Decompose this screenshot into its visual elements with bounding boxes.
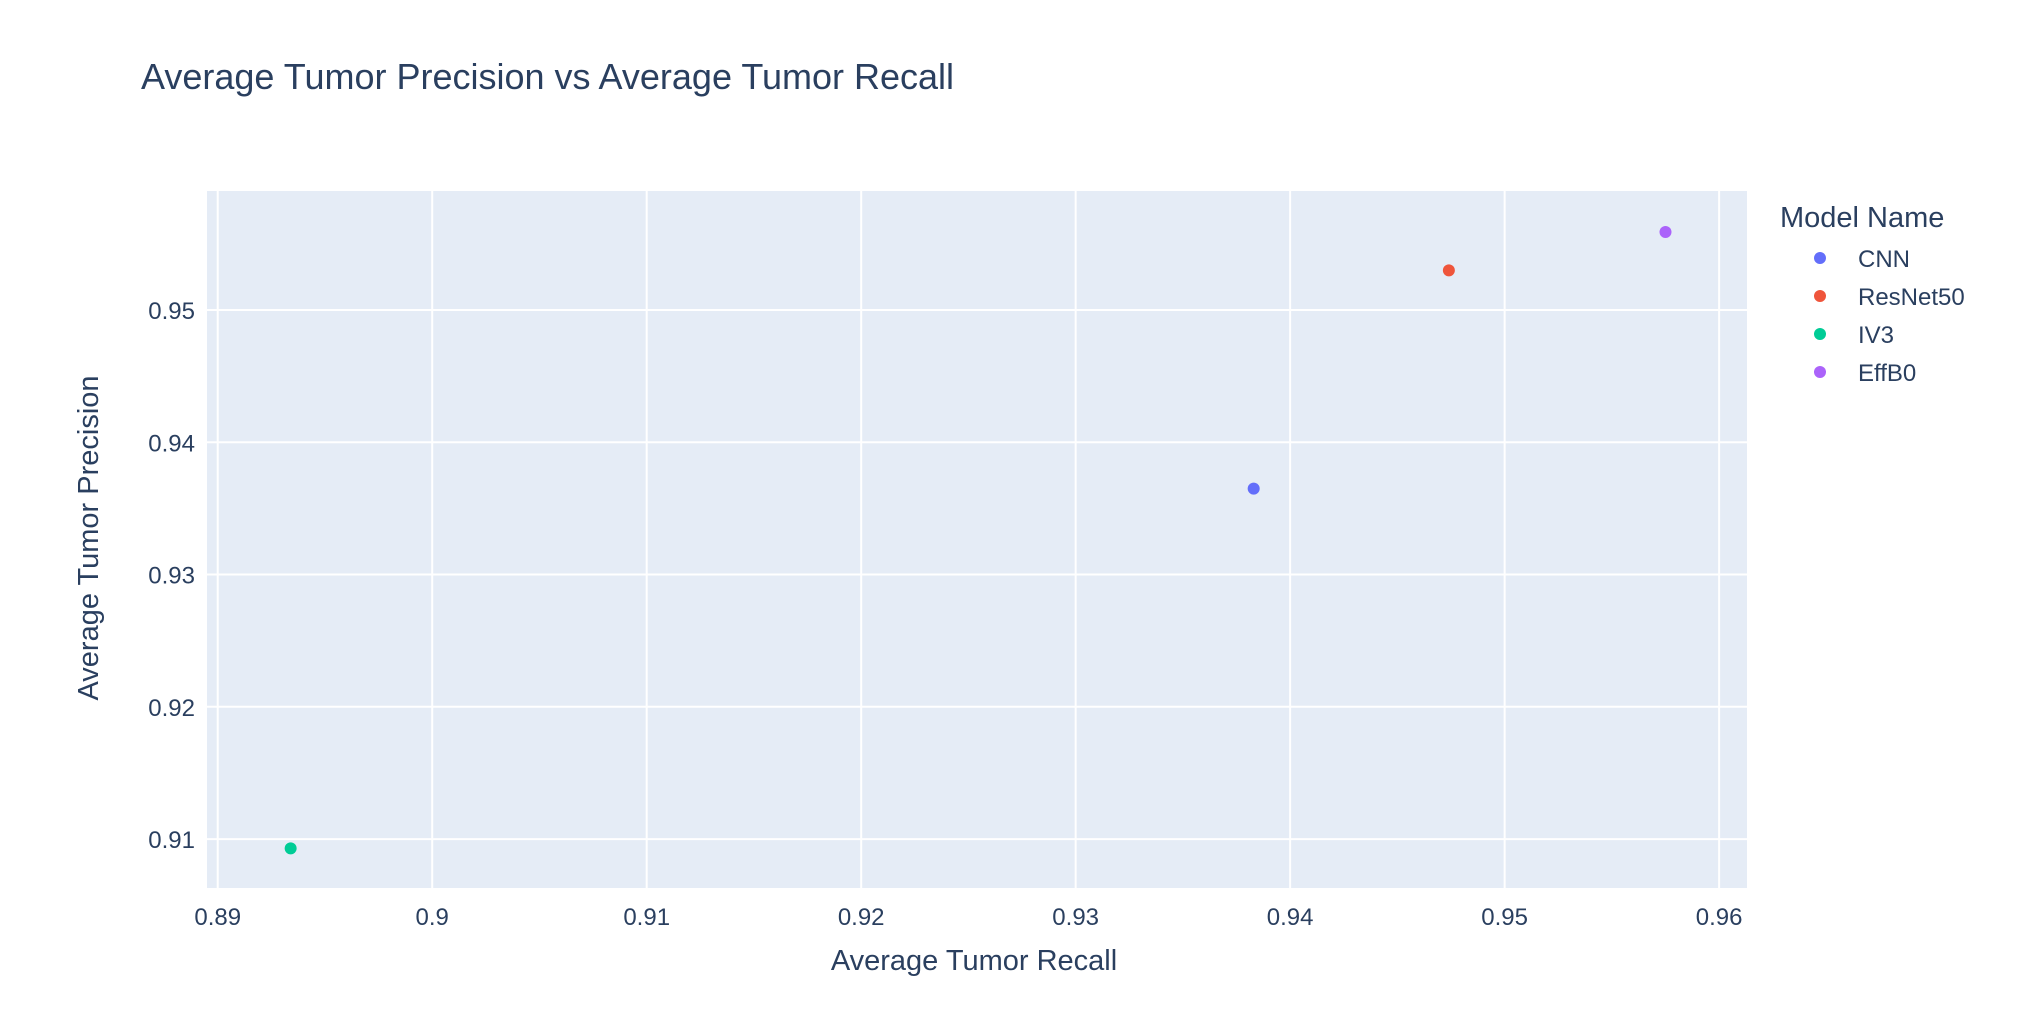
legend-item-resnet50[interactable]: ResNet50 [1814, 284, 1965, 311]
y-axis-title: Average Tumor Precision [73, 375, 105, 700]
y-tick-label: 0.94 [148, 430, 195, 457]
legend-title: Model Name [1780, 202, 1944, 234]
legend-marker [1814, 290, 1826, 302]
legend-marker [1814, 252, 1826, 264]
x-tick-label: 0.96 [1696, 904, 1743, 931]
x-axis-ticks: 0.89 0.9 0.91 0.92 0.93 0.94 0.95 0.96 [194, 904, 1742, 931]
x-tick-label: 0.94 [1267, 904, 1314, 931]
legend[interactable]: Model Name CNN ResNet50 IV3 EffB0 [1780, 202, 1965, 387]
x-tick-label: 0.93 [1052, 904, 1099, 931]
data-point-effb0[interactable] [1659, 226, 1672, 238]
legend-marker [1814, 328, 1826, 340]
x-tick-label: 0.95 [1481, 904, 1528, 931]
y-tick-label: 0.92 [148, 695, 195, 722]
legend-label: IV3 [1858, 322, 1894, 349]
legend-item-effb0[interactable]: EffB0 [1814, 360, 1916, 387]
legend-label: ResNet50 [1858, 284, 1965, 311]
legend-label: CNN [1858, 246, 1910, 273]
grid-lines [207, 191, 1747, 888]
x-axis-title: Average Tumor Recall [831, 945, 1117, 977]
y-tick-label: 0.95 [148, 298, 195, 325]
chart-title: Average Tumor Precision vs Average Tumor… [141, 56, 954, 97]
x-tick-label: 0.91 [623, 904, 670, 931]
y-tick-label: 0.91 [148, 827, 195, 854]
legend-label: EffB0 [1858, 360, 1916, 387]
y-tick-label: 0.93 [148, 563, 195, 590]
data-point-cnn[interactable] [1247, 482, 1260, 495]
x-tick-label: 0.92 [838, 904, 885, 931]
y-axis-ticks: 0.91 0.92 0.93 0.94 0.95 [148, 298, 195, 854]
x-tick-label: 0.89 [194, 904, 241, 931]
legend-item-iv3[interactable]: IV3 [1814, 322, 1894, 349]
legend-marker [1814, 366, 1826, 378]
data-point-resnet50[interactable] [1442, 264, 1455, 277]
plot-area [207, 191, 1747, 888]
data-points [284, 226, 1672, 855]
data-point-iv3[interactable] [284, 842, 297, 855]
legend-item-cnn[interactable]: CNN [1814, 246, 1910, 273]
x-tick-label: 0.9 [416, 904, 449, 931]
